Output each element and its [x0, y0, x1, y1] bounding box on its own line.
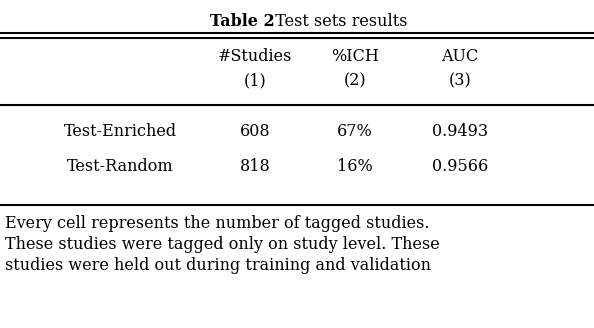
Text: 0.9493: 0.9493 [432, 123, 488, 140]
Text: Table 2: Table 2 [210, 13, 275, 30]
Text: (2): (2) [344, 72, 366, 89]
Text: #Studies: #Studies [218, 48, 292, 65]
Text: Test-Random: Test-Random [67, 158, 173, 175]
Text: . Test sets results: . Test sets results [265, 13, 407, 30]
Text: Every cell represents the number of tagged studies.: Every cell represents the number of tagg… [5, 215, 429, 232]
Text: (1): (1) [244, 72, 266, 89]
Text: studies were held out during training and validation: studies were held out during training an… [5, 257, 431, 274]
Text: AUC: AUC [441, 48, 479, 65]
Text: %ICH: %ICH [331, 48, 379, 65]
Text: 16%: 16% [337, 158, 373, 175]
Text: (3): (3) [448, 72, 472, 89]
Text: Table 2. Test sets results: Table 2. Test sets results [196, 13, 398, 30]
Text: These studies were tagged only on study level. These: These studies were tagged only on study … [5, 236, 440, 253]
Text: 0.9566: 0.9566 [432, 158, 488, 175]
Text: 818: 818 [239, 158, 270, 175]
Text: 67%: 67% [337, 123, 373, 140]
Text: 608: 608 [240, 123, 270, 140]
Text: Test-Enriched: Test-Enriched [64, 123, 176, 140]
